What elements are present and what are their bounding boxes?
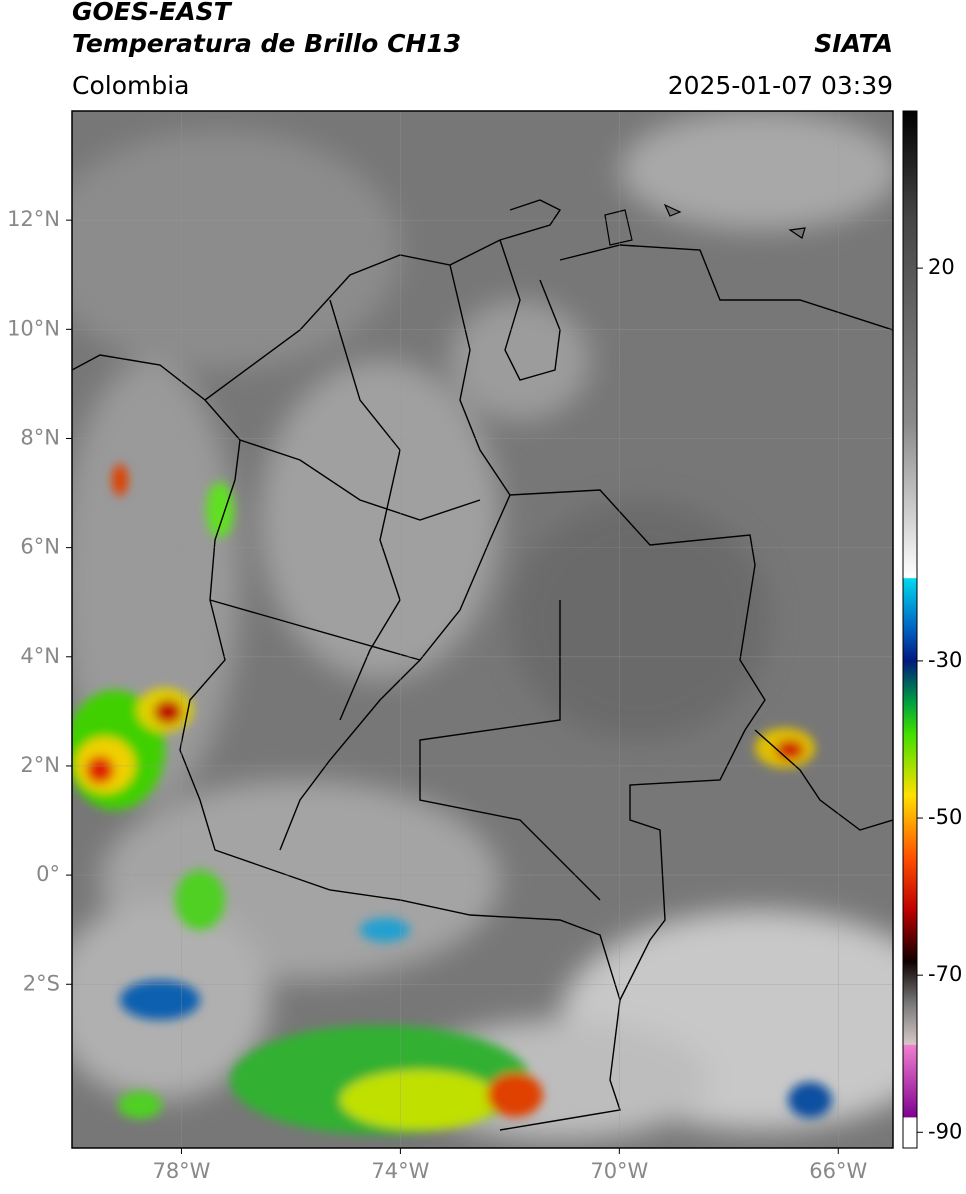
lon-tick-label: 74°W [371, 1159, 429, 1183]
map-frame [71, 110, 894, 1149]
lon-tick-label: 70°W [590, 1159, 648, 1183]
lat-tick-label: 8°N [20, 425, 60, 449]
lat-tick-label: 10°N [7, 316, 60, 340]
lat-tick-label: 2°S [23, 971, 60, 995]
subtitle: Temperatura de Brillo CH13 [72, 29, 461, 58]
convective-cells [72, 464, 832, 1135]
satellite-image [72, 111, 893, 1148]
timestamp: 2025-01-07 03:39 [668, 71, 893, 100]
colorbar-tick-label: -90 [928, 1119, 962, 1143]
lon-tick-label: 78°W [152, 1159, 210, 1183]
colorbar-tick-label: 20 [928, 255, 955, 279]
lat-tick-label: 4°N [20, 644, 60, 668]
colorbar-tick-label: -50 [928, 805, 962, 829]
borders [72, 199, 893, 1131]
title: GOES-EAST [72, 0, 233, 26]
region: Colombia [72, 71, 189, 100]
source: SIATA [814, 29, 893, 58]
lat-tick-label: 12°N [7, 207, 60, 231]
colorbar [902, 110, 918, 1149]
lat-tick-label: 6°N [20, 535, 60, 559]
lat-tick-label: 2°N [20, 753, 60, 777]
graticule [72, 111, 893, 1148]
lat-tick-label: 0° [36, 862, 60, 886]
lon-tick-label: 66°W [809, 1159, 867, 1183]
islands [604, 203, 806, 246]
colorbar-tick-label: -30 [928, 648, 962, 672]
colorbar-tick-label: -70 [928, 962, 962, 986]
